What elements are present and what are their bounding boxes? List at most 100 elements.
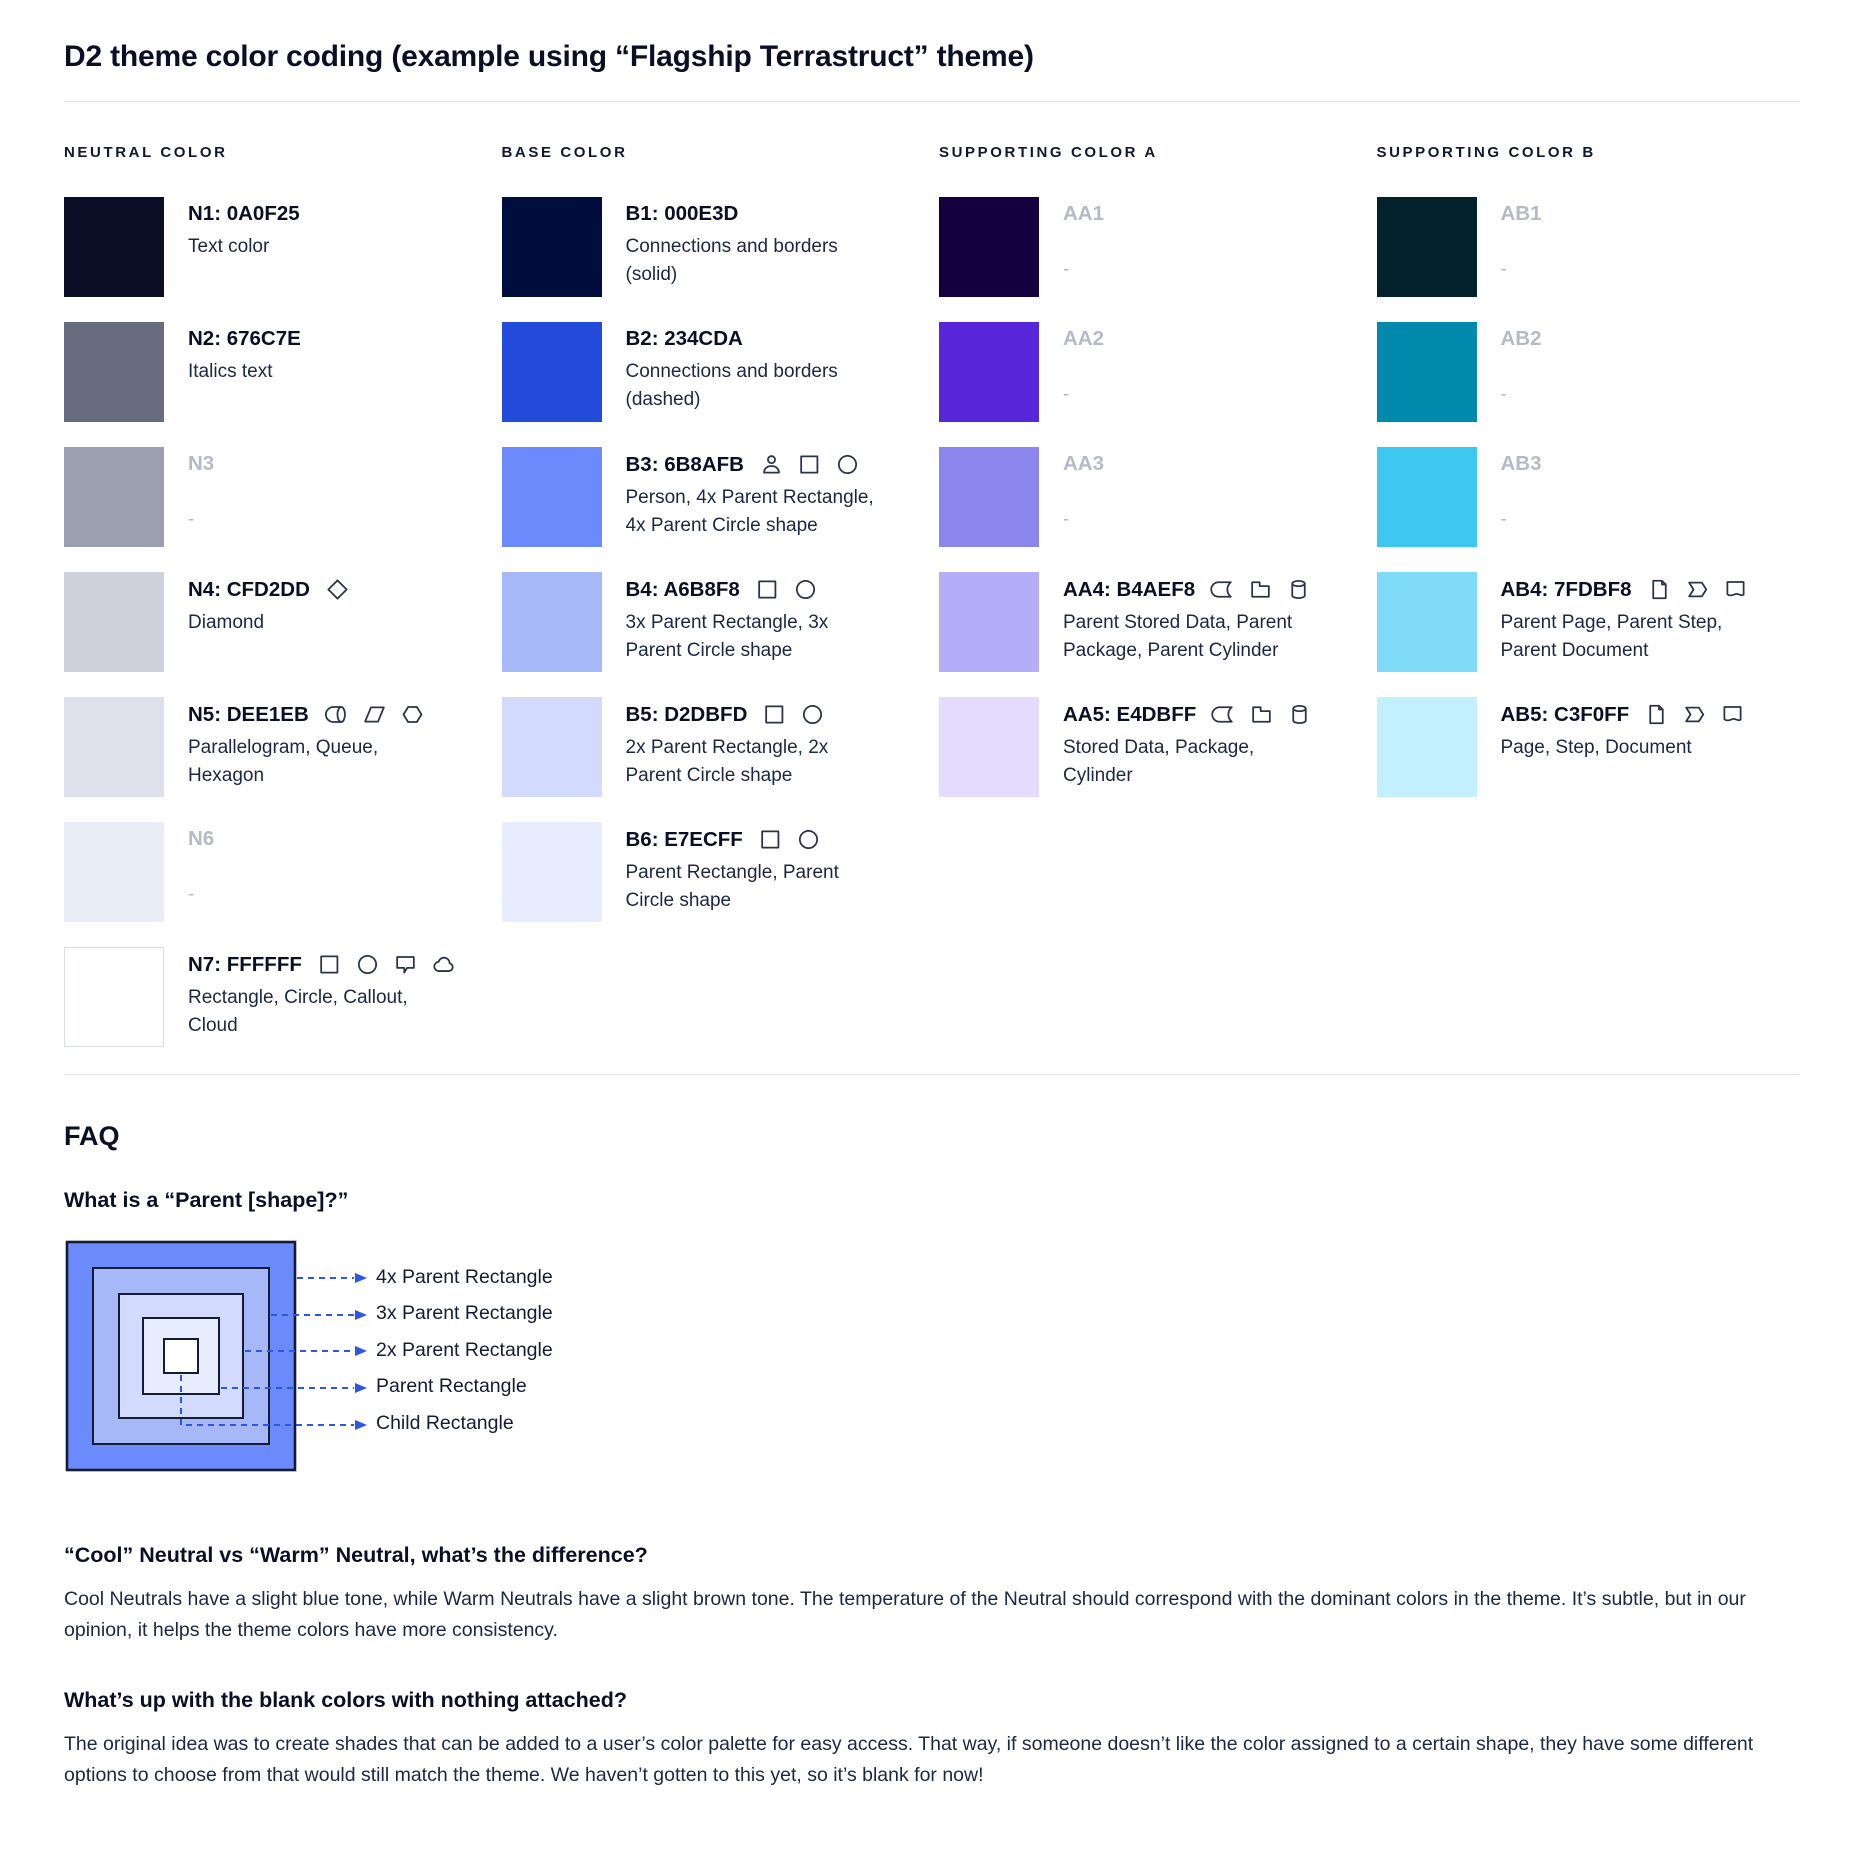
color-swatch [939,197,1039,297]
rectangle-icon [762,702,787,727]
swatch-meta: B2: 234CDA Connections and borders (dash… [626,322,880,422]
stored-data-icon [1210,577,1235,602]
color-swatch [501,572,602,672]
shape-icons [759,452,860,477]
color-usage-desc: Rectangle, Circle, Callout, Cloud [188,987,408,1036]
palette-row: B5: D2DBFD 2x Parent Rectangle, 2x Paren… [501,697,926,797]
faq-question-blank-colors: What’s up with the blank colors with not… [64,1688,627,1712]
divider [64,1074,1800,1075]
palette-row: AA2 - [939,322,1363,422]
color-usage-desc: - [1063,384,1070,405]
shape-icons [325,577,350,602]
color-code-label: AB3 [1500,452,1542,475]
palette-row: N1: 0A0F25 Text color [64,197,488,297]
color-swatch [64,697,164,797]
callout-icon [393,952,418,977]
color-swatch [501,822,602,922]
color-code-label: B6: E7ECFF [625,827,743,851]
color-usage-desc: - [1500,384,1507,405]
palette-row: N7: FFFFFF Rectangle, Circle, Callout, C… [64,947,488,1047]
shape-icons [755,577,818,602]
color-swatch [501,697,602,797]
color-code-label: N2: 676C7E [188,327,301,350]
swatch-meta: B5: D2DBFD 2x Parent Rectangle, 2x Paren… [626,697,880,797]
faq-answer-blank-colors: The original idea was to create shades t… [64,1733,1754,1786]
column-header: SUPPORTING COLOR B [1376,144,1596,161]
circle-icon [355,952,380,977]
diagram-label-child: Child Rectangle [376,1412,514,1434]
column-header: SUPPORTING COLOR A [939,144,1158,161]
swatch-meta: AA1 - [1063,197,1119,297]
label-line: N1: 0A0F25 [188,202,315,226]
color-usage-desc: Parallelogram, Queue, Hexagon [188,737,379,786]
palette-row: AB5: C3F0FF Page, Step, Document [1376,697,1801,797]
color-code-label: N5: DEE1EB [188,702,309,726]
color-code-label: AA2 [1063,327,1105,350]
color-swatch [939,322,1039,422]
palette-row: N3 - [64,447,488,547]
palette-row: AB3 - [1376,447,1801,547]
palette-row: N2: 676C7E Italics text [64,322,488,422]
color-code-label: AB2 [1500,327,1542,350]
color-usage-desc: Text color [188,236,270,257]
package-icon [1248,577,1273,602]
label-line: N4: CFD2DD [188,577,350,602]
label-line: AA5: E4DBFF [1063,702,1317,727]
page-icon [1647,577,1672,602]
color-swatch [501,197,602,297]
label-line: AA2 [1063,327,1119,351]
swatch-meta: AB3 - [1501,447,1557,547]
color-usage-desc: Person, 4x Parent Rectangle, 4x Parent C… [625,487,874,536]
color-swatch [501,447,602,547]
swatch-meta: N7: FFFFFF Rectangle, Circle, Callout, C… [188,947,456,1047]
shape-icons [324,702,425,727]
stored-data-icon [1211,702,1236,727]
color-swatch [1376,572,1477,672]
palette-row: B2: 234CDA Connections and borders (dash… [501,322,926,422]
palette-grid: NEUTRAL COLOR N1: 0A0F25 Text color N2: … [64,144,1800,1072]
swatch-meta: B1: 000E3D Connections and borders (soli… [626,197,880,297]
parent-shape-diagram: 4x Parent Rectangle 3x Parent Rectangle … [64,1239,744,1497]
color-code-label: B3: 6B8AFB [625,452,744,476]
diagram-label-parent: Parent Rectangle [376,1375,527,1397]
color-usage-desc: Page, Step, Document [1500,737,1692,758]
hexagon-icon [400,702,425,727]
label-line: AB2 [1501,327,1557,351]
swatch-meta: AA4: B4AEF8 Parent Stored Data, Parent P… [1063,572,1317,672]
column-header: BASE COLOR [501,144,628,161]
label-line: AA3 [1063,452,1119,476]
swatch-meta: B6: E7ECFF Parent Rectangle, Parent Circ… [626,822,880,922]
palette-row: B3: 6B8AFB Person, 4x Parent Rectangle, … [501,447,926,547]
palette-row: B1: 000E3D Connections and borders (soli… [501,197,926,297]
page-icon [1644,702,1669,727]
faq-question-parent-shape: What is a “Parent [shape]?” [64,1188,349,1212]
color-swatch [501,322,602,422]
color-usage-desc: - [1500,259,1507,280]
color-swatch [1376,447,1477,547]
label-line: B3: 6B8AFB [626,452,880,477]
faq-question-cool-vs-warm: “Cool” Neutral vs “Warm” Neutral, what’s… [64,1543,648,1567]
label-line: N7: FFFFFF [188,952,456,977]
column-header: NEUTRAL COLOR [64,144,228,161]
palette-column: BASE COLOR B1: 000E3D Connections and bo… [501,144,926,1072]
shape-icons [1647,577,1748,602]
label-line: N3 [188,452,229,476]
label-line: AB1 [1501,202,1557,226]
swatch-meta: N2: 676C7E Italics text [188,322,316,422]
document-icon [1720,702,1745,727]
queue-icon [324,702,349,727]
column-rows: AA1 - AA2 - AA3 - AA4: [939,197,1363,797]
swatch-meta: B3: 6B8AFB Person, 4x Parent Rectangle, … [626,447,880,547]
parallelogram-icon [362,702,387,727]
palette-row: AA4: B4AEF8 Parent Stored Data, Parent P… [939,572,1363,672]
rectangle-icon [317,952,342,977]
palette-row: B6: E7ECFF Parent Rectangle, Parent Circ… [501,822,926,922]
color-usage-desc: - [188,509,195,530]
palette-row: B4: A6B8F8 3x Parent Rectangle, 3x Paren… [501,572,926,672]
color-code-label: AA1 [1063,202,1105,225]
color-code-label: AB5: C3F0FF [1500,702,1630,726]
column-rows: N1: 0A0F25 Text color N2: 676C7E Italics… [64,197,488,1047]
palette-row: AB4: 7FDBF8 Parent Page, Parent Step, Pa… [1376,572,1801,672]
shape-icons [1211,702,1312,727]
color-usage-desc: Parent Page, Parent Step, Parent Documen… [1500,612,1723,661]
